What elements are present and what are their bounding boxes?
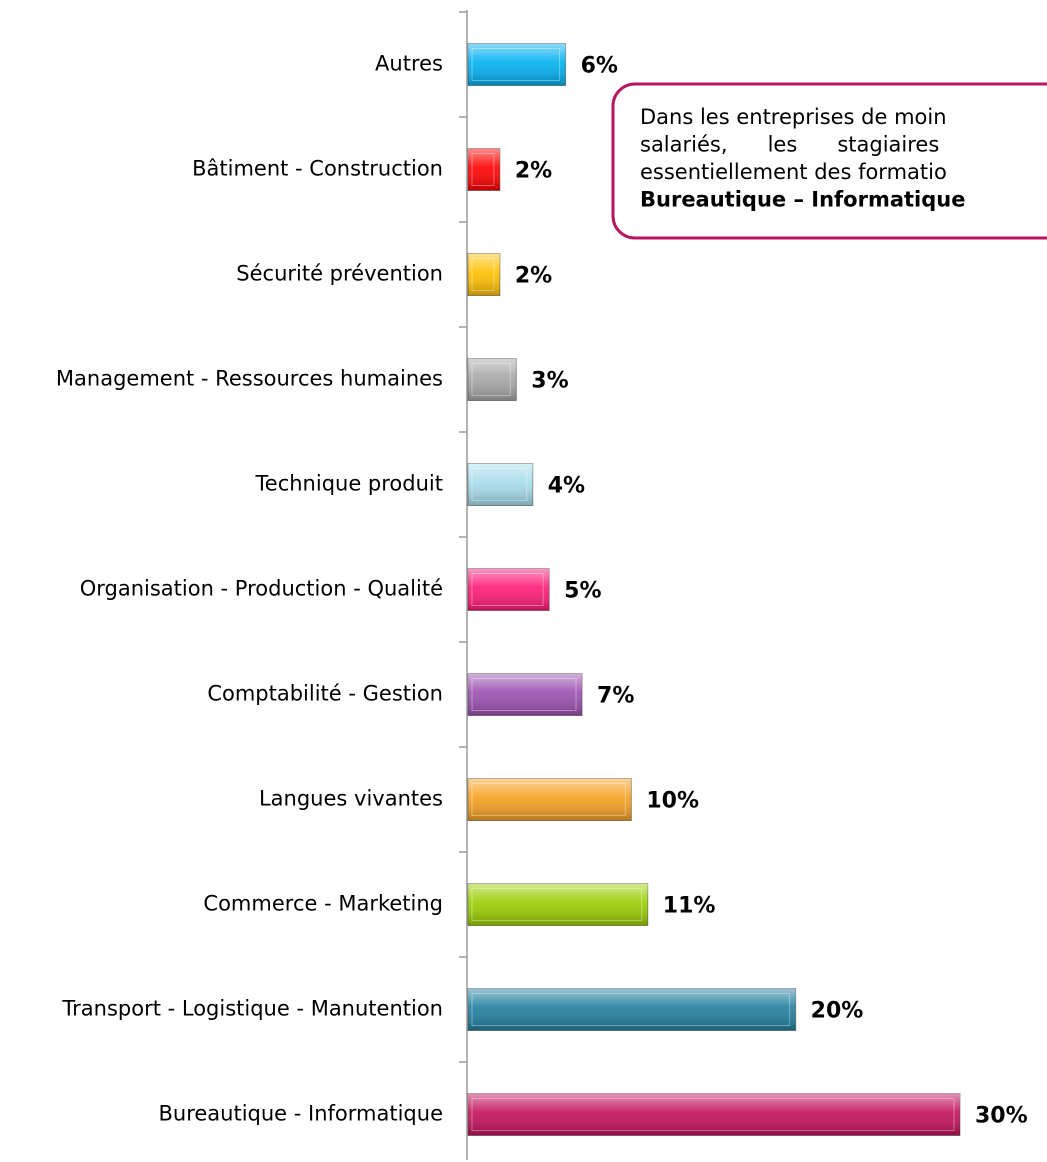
bar-shine xyxy=(468,358,517,401)
value-label: 7% xyxy=(597,684,634,709)
value-label: 4% xyxy=(548,474,585,499)
annotation-line: Bureautique – Informatique xyxy=(640,188,965,212)
bar-shine xyxy=(468,883,648,926)
value-label: 3% xyxy=(531,369,568,394)
bar-bevel xyxy=(471,678,577,711)
annotation: Dans les entreprises de moin salariés, le… xyxy=(611,82,1047,240)
value-label: 2% xyxy=(515,159,552,184)
bar-shine xyxy=(468,568,550,611)
category-label: Technique produit xyxy=(255,472,443,496)
value-label: 2% xyxy=(515,264,552,289)
category-label: Transport - Logistique - Manutention xyxy=(61,997,443,1021)
bar-shine xyxy=(468,673,583,716)
category-label: Langues vivantes xyxy=(259,787,443,811)
bar-bevel xyxy=(471,1098,955,1131)
bar-bevel xyxy=(471,48,561,81)
value-label: 6% xyxy=(581,54,618,79)
bar-bevel xyxy=(471,783,626,816)
category-label: Comptabilité - Gestion xyxy=(207,682,443,706)
bar-bevel xyxy=(471,258,495,291)
bar-bevel xyxy=(471,993,791,1026)
category-label: Bureautique - Informatique xyxy=(158,1102,443,1126)
value-label: 20% xyxy=(811,999,864,1024)
bar-bevel xyxy=(471,573,544,606)
bar-shine xyxy=(468,148,500,191)
bar-shine xyxy=(468,988,796,1031)
value-label: 5% xyxy=(564,579,601,604)
bar-bevel xyxy=(471,888,643,921)
bar-shine xyxy=(468,253,500,296)
category-label: Management - Ressources humaines xyxy=(56,367,443,391)
bar-bevel xyxy=(471,363,511,396)
category-label: Bâtiment - Construction xyxy=(192,157,443,181)
category-label: Sécurité prévention xyxy=(236,262,443,286)
value-label: 10% xyxy=(646,789,699,814)
bar-shine xyxy=(468,463,533,506)
value-label: 11% xyxy=(663,894,716,919)
annotation-line: salariés, les stagiaires xyxy=(640,133,939,157)
category-label: Commerce - Marketing xyxy=(203,892,443,916)
bar-bevel xyxy=(471,153,495,186)
value-label: 30% xyxy=(975,1104,1028,1129)
bar-shine xyxy=(468,778,632,821)
category-label: Organisation - Production - Qualité xyxy=(80,577,443,601)
annotation-line: Dans les entreprises de moin xyxy=(640,105,947,129)
annotation-box xyxy=(611,82,1047,240)
bar-bevel xyxy=(471,468,528,501)
bar-shine xyxy=(468,43,566,86)
category-label: Autres xyxy=(375,52,443,76)
bar-shine xyxy=(468,1093,960,1136)
annotation-line: essentiellement des formatio xyxy=(640,160,947,184)
